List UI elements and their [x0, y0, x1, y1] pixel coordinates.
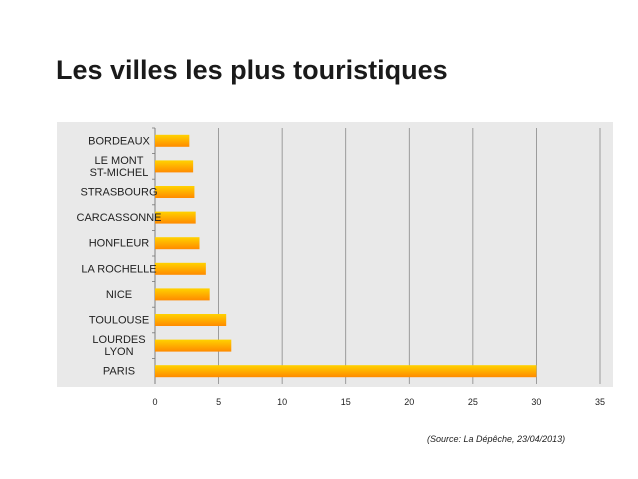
- x-tick-label: 5: [216, 397, 221, 407]
- source-note: (Source: La Dépêche, 23/04/2013): [427, 434, 566, 444]
- category-label: BORDEAUX: [88, 135, 150, 147]
- plot-background: [57, 122, 613, 387]
- bar: [155, 160, 194, 173]
- category-labels: BORDEAUX LE MONT ST-MICHEL STRASBOURG CARCAS…: [77, 135, 162, 377]
- bar: [155, 186, 195, 198]
- x-tick-label: 15: [341, 397, 351, 407]
- x-tick-labels: 0 5 10 15 20 25 30 35: [152, 397, 605, 407]
- bar: [155, 365, 537, 378]
- x-tick-label: 30: [531, 397, 541, 407]
- x-tick-label: 20: [404, 397, 414, 407]
- x-tick-label: 25: [468, 397, 478, 407]
- x-tick-label: 10: [277, 397, 287, 407]
- x-tick-label: 0: [152, 397, 157, 407]
- category-label: TOULOUSE: [89, 315, 149, 327]
- chart-svg: BORDEAUX LE MONT ST-MICHEL STRASBOURG CARCAS…: [57, 122, 613, 407]
- x-tick-label: 35: [595, 397, 605, 407]
- category-label: CARCASSONNE: [77, 212, 162, 224]
- bar: [155, 339, 232, 352]
- bar: [155, 314, 227, 326]
- bar: [155, 262, 206, 275]
- category-label: LOURDES LYON: [92, 334, 145, 358]
- bar: [155, 288, 210, 301]
- category-label: NICE: [106, 289, 132, 301]
- bar: [155, 211, 196, 224]
- bar: [155, 237, 200, 250]
- bar-chart: BORDEAUX LE MONT ST-MICHEL STRASBOURG CARCAS…: [57, 122, 613, 418]
- page-title: Les villes les plus touristiques: [56, 55, 448, 85]
- category-label: HONFLEUR: [89, 238, 150, 250]
- category-label: LE MONT ST-MICHEL: [90, 155, 149, 179]
- bar: [155, 134, 190, 147]
- category-label: LA ROCHELLE: [81, 263, 156, 275]
- bars: [155, 134, 537, 378]
- category-label: PARIS: [103, 366, 135, 378]
- category-label: STRASBOURG: [80, 187, 157, 199]
